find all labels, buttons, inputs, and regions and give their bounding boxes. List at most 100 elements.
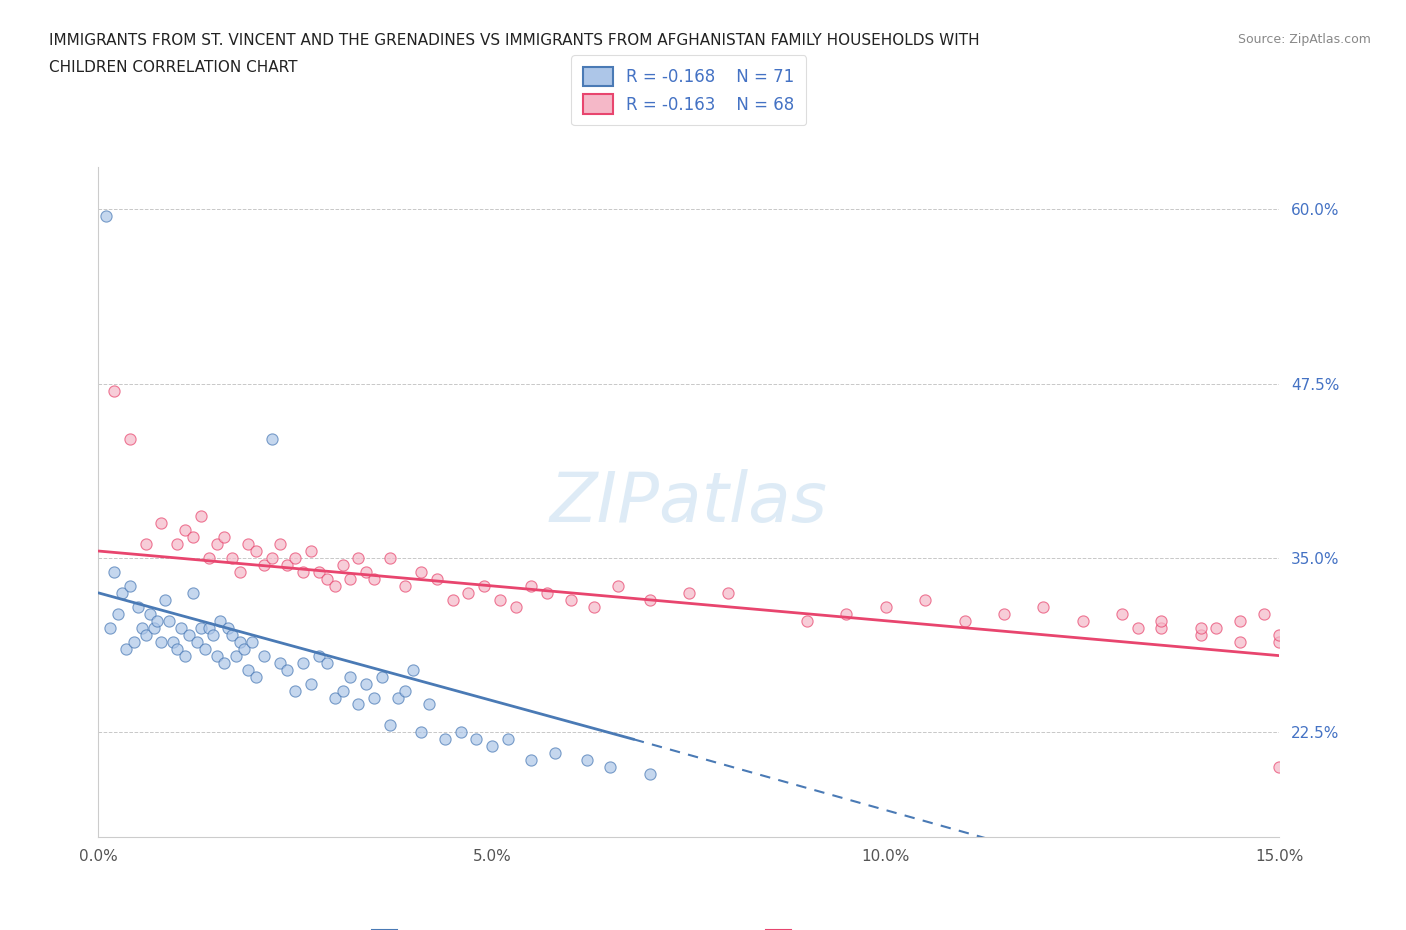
Point <box>426 572 449 587</box>
Point <box>1268 634 1291 649</box>
Point <box>162 634 184 649</box>
Point <box>292 565 315 579</box>
Point <box>315 656 337 671</box>
Text: IMMIGRANTS FROM ST. VINCENT AND THE GRENADINES VS IMMIGRANTS FROM AFGHANISTAN FA: IMMIGRANTS FROM ST. VINCENT AND THE GREN… <box>49 33 980 47</box>
Point <box>1111 606 1133 621</box>
Point <box>181 586 204 601</box>
Point <box>339 670 361 684</box>
Point <box>96 209 118 224</box>
Point <box>993 606 1015 621</box>
Point <box>354 565 377 579</box>
Point <box>253 558 276 573</box>
Text: ZIPatlas: ZIPatlas <box>550 469 828 536</box>
Point <box>394 684 416 698</box>
Point <box>875 600 897 615</box>
Point <box>378 551 401 565</box>
Point <box>411 565 433 579</box>
Point <box>441 592 464 607</box>
Point <box>481 738 503 753</box>
Point <box>229 565 252 579</box>
Point <box>607 578 630 593</box>
Point <box>544 746 567 761</box>
Point <box>115 642 138 657</box>
Point <box>245 544 267 559</box>
Point <box>284 684 307 698</box>
Point <box>260 551 283 565</box>
Point <box>489 592 512 607</box>
Point <box>107 606 129 621</box>
Point <box>1253 606 1275 621</box>
Point <box>276 662 298 677</box>
Point <box>194 642 217 657</box>
Point <box>157 614 180 629</box>
Point <box>177 628 200 643</box>
Point <box>496 732 519 747</box>
Point <box>186 634 208 649</box>
Point <box>269 537 291 551</box>
Point <box>174 523 197 538</box>
Point <box>1205 620 1227 635</box>
Point <box>583 600 606 615</box>
Point <box>914 592 936 607</box>
Point <box>98 620 121 635</box>
Text: Source: ZipAtlas.com: Source: ZipAtlas.com <box>1237 33 1371 46</box>
Point <box>520 578 543 593</box>
Point <box>323 690 346 705</box>
Point <box>181 530 204 545</box>
Point <box>135 537 157 551</box>
Point <box>953 614 976 629</box>
Point <box>1189 620 1212 635</box>
Point <box>214 530 236 545</box>
Point <box>796 614 818 629</box>
Point <box>717 586 740 601</box>
Point <box>560 592 582 607</box>
Point <box>638 592 661 607</box>
Point <box>465 732 488 747</box>
Point <box>418 698 440 712</box>
Point <box>135 628 157 643</box>
Point <box>323 578 346 593</box>
Point <box>308 565 330 579</box>
Point <box>1268 628 1291 643</box>
Point <box>155 592 177 607</box>
Point <box>166 642 188 657</box>
Point <box>236 662 259 677</box>
Text: CHILDREN CORRELATION CHART: CHILDREN CORRELATION CHART <box>49 60 298 75</box>
Point <box>214 656 236 671</box>
Point <box>363 690 385 705</box>
Point <box>284 551 307 565</box>
Point <box>174 648 197 663</box>
Point <box>229 634 252 649</box>
Point <box>638 766 661 781</box>
Point <box>142 620 165 635</box>
Point <box>1268 760 1291 775</box>
Point <box>332 684 354 698</box>
Point <box>197 620 219 635</box>
Point <box>260 432 283 447</box>
Point <box>138 606 160 621</box>
Point <box>190 620 212 635</box>
Point <box>150 634 173 649</box>
Point <box>347 698 370 712</box>
Point <box>190 509 212 524</box>
Point <box>433 732 456 747</box>
Point <box>240 634 263 649</box>
Point <box>205 648 228 663</box>
Point <box>217 620 239 635</box>
Point <box>299 544 322 559</box>
Point <box>299 676 322 691</box>
Point <box>411 725 433 740</box>
Point <box>103 565 125 579</box>
Point <box>118 578 141 593</box>
Point <box>111 586 134 601</box>
Point <box>308 648 330 663</box>
Point <box>269 656 291 671</box>
Point <box>253 648 276 663</box>
Point <box>1150 614 1173 629</box>
Point <box>1229 614 1251 629</box>
Point <box>835 606 858 621</box>
Point <box>205 537 228 551</box>
Point <box>127 600 149 615</box>
Point <box>170 620 193 635</box>
Point <box>118 432 141 447</box>
